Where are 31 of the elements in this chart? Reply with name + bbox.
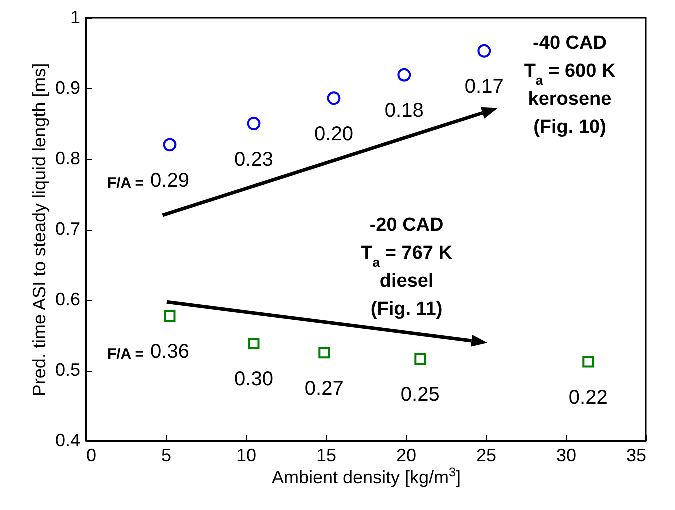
y-tick-label: 0.7 xyxy=(55,219,80,239)
annotation: 0.27 xyxy=(304,378,344,400)
x-tick-label: 10 xyxy=(236,446,257,466)
x-tick-label: 30 xyxy=(556,446,577,466)
annotation: 0.20 xyxy=(314,123,354,146)
annotation: 0.17 xyxy=(464,76,504,98)
annotation: F/A = xyxy=(107,174,144,192)
annotation: 0.18 xyxy=(384,100,424,122)
annotation: -40 CAD T$_{a}$ = 600 K kerosene (Fig. 10) xyxy=(524,32,616,138)
annotation: 0.30 xyxy=(234,368,274,391)
x-tick-label: 35 xyxy=(626,446,646,466)
x-tick-label: 20 xyxy=(396,446,417,466)
x-tick-label: 15 xyxy=(316,446,337,466)
y-tick-label: 1 xyxy=(70,8,80,28)
annotation: 0.29 xyxy=(150,170,190,192)
x-axis-title: Ambient density [kg/m$^{3}$] xyxy=(272,466,462,488)
annotation: F/A = xyxy=(107,346,144,364)
y-tick-label: 0.9 xyxy=(55,78,80,98)
annotation: -20 CAD T$_{a}$ = 767 K diesel (Fig. 11) xyxy=(361,214,453,320)
annotation: 0.22 xyxy=(568,387,608,410)
y-axis-title: Pred. time ASI to steady liquid length [ms] xyxy=(29,63,50,397)
x-tick-label: 5 xyxy=(161,446,172,466)
y-tick-label: 0.4 xyxy=(55,430,80,450)
y-tick-label: 0.5 xyxy=(55,360,80,380)
y-tick-label: 0.6 xyxy=(55,290,80,310)
x-tick-label: 0 xyxy=(86,446,97,466)
annotation: 0.25 xyxy=(400,384,440,406)
y-tick-label: 0.8 xyxy=(55,148,80,168)
annotation: 0.23 xyxy=(234,148,274,171)
x-tick-label: 25 xyxy=(476,446,497,466)
annotation: 0.36 xyxy=(150,341,190,364)
